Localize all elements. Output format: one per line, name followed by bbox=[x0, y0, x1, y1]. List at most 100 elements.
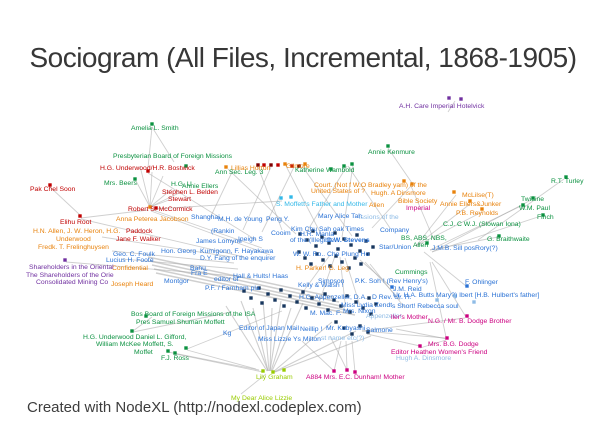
graph-edge bbox=[262, 300, 270, 372]
node-dot bbox=[342, 237, 346, 241]
node-label: Company bbox=[380, 227, 410, 234]
node-dot bbox=[355, 233, 359, 237]
node-dot bbox=[447, 96, 451, 100]
node-label: Editor Heathen Women's Friend bbox=[391, 349, 488, 356]
node-label: Katherine Wambold bbox=[295, 167, 355, 174]
graph-edge bbox=[351, 340, 356, 373]
node-label: Geo. C. Foulk bbox=[113, 251, 156, 258]
node-label: Kelly & Walsh ! bbox=[298, 282, 344, 289]
node-label: A884 Mrs. E.C. Dunham! Mother bbox=[306, 374, 405, 381]
node-dot bbox=[133, 177, 137, 181]
graph-edge bbox=[305, 165, 348, 234]
node-label: Allen bbox=[413, 242, 428, 249]
graph-edge bbox=[227, 168, 297, 235]
node-dot bbox=[361, 306, 365, 310]
node-label: F. Ohlinger bbox=[465, 279, 499, 286]
node-dot bbox=[497, 234, 501, 238]
node-label: H.R. Manla bbox=[300, 231, 334, 238]
node-label: Miss Lydia Zendt bbox=[341, 302, 392, 309]
node-dot bbox=[305, 238, 309, 242]
graph-edge bbox=[271, 302, 304, 372]
node-dot bbox=[283, 162, 287, 166]
graph-edge bbox=[132, 311, 232, 333]
node-dot bbox=[350, 332, 354, 336]
node-label: Annie Ellers bbox=[182, 183, 219, 190]
graph-edge bbox=[149, 171, 153, 208]
node-dot bbox=[374, 302, 378, 306]
node-label: Cooim bbox=[271, 230, 291, 237]
graph-edge bbox=[209, 171, 233, 219]
graph-edge bbox=[387, 147, 413, 184]
node-dot bbox=[342, 326, 346, 330]
graph-edge bbox=[447, 100, 456, 113]
node-dot bbox=[472, 300, 476, 304]
node-label: Stewart bbox=[168, 196, 191, 203]
graph-edge bbox=[151, 126, 175, 163]
node-label: Imperial bbox=[406, 205, 431, 212]
graph-edge bbox=[270, 307, 292, 372]
node-label: Bos Board of Foreign Missions of the ISA bbox=[131, 311, 256, 318]
node-label: issions of the bbox=[359, 214, 399, 221]
graph-edge bbox=[319, 255, 336, 301]
graph-edge bbox=[299, 254, 331, 297]
node-dot bbox=[371, 245, 375, 249]
graph-edge bbox=[151, 264, 346, 308]
node-label: J.M. Reid bbox=[393, 286, 422, 293]
graph-edge bbox=[240, 300, 269, 372]
node-label: Simpson bbox=[318, 278, 345, 285]
node-label: editor of bbox=[214, 276, 239, 283]
graph-edge bbox=[415, 211, 483, 247]
node-label: Mrs. B.G. Dodge bbox=[428, 341, 479, 348]
graph-edge bbox=[242, 166, 272, 231]
node-label: Pres Samuel Shuman Moffett bbox=[136, 319, 225, 326]
graph-edge bbox=[415, 194, 457, 247]
node-dot bbox=[154, 206, 158, 210]
node-dot bbox=[386, 144, 390, 148]
node-dot bbox=[321, 258, 325, 262]
node-dot bbox=[425, 241, 429, 245]
node-dot bbox=[342, 164, 346, 168]
node-label: Allen bbox=[369, 202, 384, 209]
graph-edge bbox=[167, 351, 260, 371]
graph-edge bbox=[132, 316, 153, 332]
node-dot bbox=[345, 368, 349, 372]
node-dot bbox=[144, 314, 148, 318]
node-label: Stephen L. Belden bbox=[162, 189, 218, 196]
node-dot bbox=[63, 258, 67, 262]
node-dot bbox=[465, 314, 469, 318]
node-dot bbox=[297, 250, 301, 254]
node-dot bbox=[303, 256, 307, 260]
node-label: Court. (Not f W.O Bradley yam) of the bbox=[314, 182, 427, 189]
graph-edge bbox=[240, 373, 267, 395]
node-label: Mary Alice Tah bbox=[318, 213, 362, 220]
node-label: Mrs. Beers bbox=[104, 180, 137, 187]
node-dot bbox=[541, 213, 545, 217]
node-label: Joseph Heard bbox=[111, 281, 154, 288]
node-label: J.M.B. Sill posRory(?) bbox=[432, 245, 498, 252]
graph-edge bbox=[147, 172, 257, 241]
node-dot bbox=[418, 344, 422, 348]
node-label: Annie Ellers&Junker bbox=[440, 201, 502, 208]
node-dot bbox=[339, 304, 343, 308]
node-dot bbox=[453, 294, 457, 298]
node-label: Fra E bbox=[191, 270, 208, 277]
node-dot bbox=[369, 312, 373, 316]
node-label: Underwood bbox=[56, 236, 91, 243]
graph-edge bbox=[149, 260, 340, 303]
node-dot bbox=[358, 324, 362, 328]
node-label: Shanghai bbox=[191, 214, 220, 221]
node-dot bbox=[445, 336, 449, 340]
node-dot bbox=[402, 179, 406, 183]
node-dot bbox=[327, 241, 331, 245]
graph-edge bbox=[273, 330, 357, 373]
node-label: Pak Chel Soon bbox=[30, 186, 76, 193]
graph-edge bbox=[429, 236, 499, 251]
node-dot bbox=[334, 320, 338, 324]
node-dot bbox=[320, 235, 324, 239]
graph-edge bbox=[257, 166, 283, 231]
node-dot bbox=[282, 368, 286, 372]
node-dot bbox=[410, 182, 414, 186]
node-label: H.G. Appenzeller, D.A. bbox=[299, 294, 367, 301]
node-dot bbox=[521, 203, 525, 207]
node-dot bbox=[435, 298, 439, 302]
